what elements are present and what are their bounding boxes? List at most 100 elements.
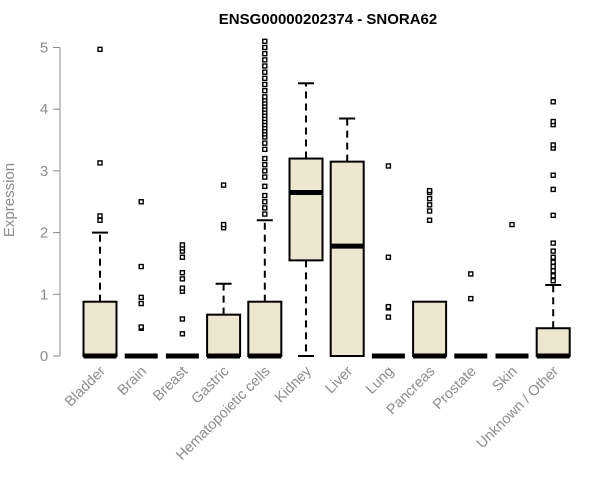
- box-unknown-other: [535, 99, 571, 359]
- y-tick-label: 2: [40, 225, 48, 242]
- iqr-box: [288, 157, 324, 262]
- outlier-point: [97, 160, 103, 166]
- outlier-point: [179, 285, 186, 291]
- outlier-point: [262, 57, 268, 63]
- outlier-point: [262, 205, 268, 211]
- outlier-point: [220, 221, 227, 228]
- outlier-point: [426, 217, 433, 223]
- outlier-point: [138, 263, 144, 270]
- x-tick-label: Bladder: [62, 363, 109, 410]
- box-breast: [165, 242, 199, 359]
- outlier-point: [385, 254, 392, 260]
- y-tick-label: 3: [40, 163, 48, 180]
- outlier-point: [550, 273, 556, 279]
- boxes-group: [82, 38, 571, 359]
- outlier-point: [179, 270, 186, 276]
- outlier-point: [262, 199, 268, 205]
- outlier-point: [550, 268, 556, 274]
- outlier-point: [262, 63, 268, 69]
- x-tick-label: Brain: [115, 364, 150, 399]
- outlier-point: [179, 331, 186, 337]
- outlier-point: [262, 155, 268, 162]
- iqr-box: [412, 300, 448, 358]
- outlier-point: [97, 217, 103, 223]
- outlier-point: [426, 202, 433, 208]
- outlier-point: [262, 162, 268, 168]
- outlier-point: [550, 172, 556, 178]
- x-tick-label: Lung: [363, 364, 397, 398]
- outlier-point: [97, 46, 103, 53]
- iqr-box: [329, 160, 365, 357]
- x-tick-label: Prostate: [430, 364, 479, 413]
- outlier-point: [509, 221, 515, 228]
- outlier-point: [550, 248, 556, 254]
- outlier-point: [550, 186, 556, 193]
- outlier-point: [262, 211, 268, 217]
- outlier-point: [179, 242, 186, 248]
- outlier-point: [550, 142, 556, 148]
- outlier-point: [262, 38, 268, 45]
- outlier-point: [550, 212, 556, 219]
- iqr-box: [206, 313, 242, 358]
- outlier-point: [550, 259, 556, 265]
- outlier-point: [550, 99, 556, 105]
- x-tick-label: Kidney: [272, 363, 315, 406]
- box-pancreas: [412, 187, 448, 359]
- y-tick-label: 5: [40, 40, 48, 57]
- outlier-point: [220, 182, 227, 188]
- outlier-point: [138, 300, 144, 307]
- box-hematopoietic-cells: [247, 38, 283, 359]
- outlier-point: [262, 168, 268, 174]
- outlier-point: [179, 254, 186, 260]
- x-tick-label: Breast: [150, 364, 191, 405]
- outlier-point: [426, 208, 433, 214]
- box-lung: [371, 163, 405, 359]
- outlier-point: [138, 199, 144, 205]
- outlier-point: [262, 146, 268, 153]
- iqr-box: [247, 300, 283, 358]
- outlier-point: [262, 50, 268, 57]
- outlier-point: [262, 192, 268, 199]
- y-axis-label: Expression: [1, 163, 18, 237]
- x-tick-label: Skin: [490, 364, 521, 395]
- outlier-point: [385, 314, 392, 320]
- outlier-point: [138, 294, 144, 301]
- y-axis: 0 1 2 3 4 5: [40, 40, 61, 365]
- outlier-point: [550, 263, 556, 270]
- outlier-point: [262, 87, 268, 94]
- box-kidney: [288, 82, 324, 357]
- outlier-point: [262, 69, 268, 75]
- outlier-point: [179, 316, 186, 322]
- y-tick-label: 4: [40, 101, 48, 118]
- box-prostate: [454, 271, 488, 359]
- outlier-point: [138, 324, 144, 330]
- outlier-point: [426, 187, 433, 194]
- iqr-box: [535, 327, 571, 357]
- outlier-point: [262, 75, 268, 82]
- chart-title: ENSG00000202374 - SNORA62: [219, 11, 437, 28]
- outlier-point: [385, 163, 392, 169]
- outlier-point: [179, 276, 186, 282]
- outlier-point: [468, 295, 474, 302]
- x-tick-label: Liver: [322, 363, 356, 397]
- iqr-box: [82, 300, 118, 358]
- outlier-point: [262, 94, 268, 100]
- outlier-point: [550, 254, 556, 260]
- outlier-point: [262, 174, 268, 180]
- outlier-point: [385, 303, 392, 310]
- outlier-point: [97, 213, 103, 219]
- box-liver: [329, 117, 365, 357]
- box-skin: [495, 221, 529, 359]
- outlier-point: [550, 278, 556, 284]
- box-bladder: [82, 46, 118, 359]
- box-brain: [124, 199, 158, 359]
- y-tick-label: 0: [40, 348, 48, 365]
- y-tick-label: 1: [40, 286, 48, 303]
- outlier-point: [262, 44, 268, 51]
- outlier-point: [262, 140, 268, 146]
- outlier-point: [262, 81, 268, 88]
- outlier-point: [550, 240, 556, 246]
- outlier-point: [550, 118, 556, 125]
